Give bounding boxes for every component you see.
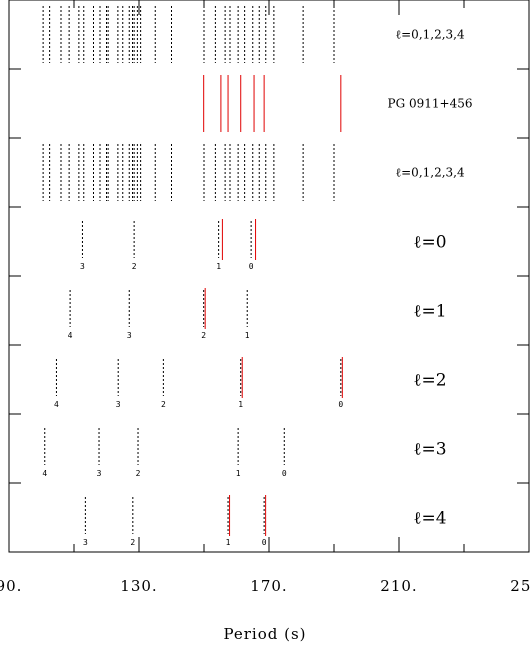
panel-label: ℓ=1 — [413, 302, 446, 322]
mode-number-label: 1 — [236, 469, 241, 478]
mode-number-label: 3 — [83, 538, 88, 547]
x-axis: 90. 130. 170. 210. 250. — [0, 0, 530, 595]
mode-number-label: 4 — [54, 400, 59, 409]
x-tick-label: 170. — [250, 577, 287, 595]
panel-4: 4 3 2 1 ℓ=1 — [68, 288, 447, 340]
mode-number-label: 4 — [42, 469, 47, 478]
mode-number-label: 2 — [161, 400, 166, 409]
mode-number-label: 2 — [201, 331, 206, 340]
panels: ℓ=0,1,2,3,4 PG 0911+456 ℓ=0,1,2,3,4 3 2 1 0 ℓ=0… — [42, 6, 472, 547]
panel-1: PG 0911+456 — [203, 75, 473, 132]
x-tick-label: 250. — [510, 577, 530, 595]
mode-number-label: 2 — [136, 469, 141, 478]
x-axis-label: Period (s) — [223, 625, 306, 643]
mode-number-label: 0 — [262, 538, 267, 547]
panel-0: ℓ=0,1,2,3,4 — [42, 6, 465, 63]
panel-label: ℓ=0 — [413, 233, 446, 253]
mode-number-label: 3 — [97, 469, 102, 478]
panel-3: 3 2 1 0 ℓ=0 — [80, 219, 447, 271]
mode-number-label: 1 — [216, 262, 221, 271]
panel-label: ℓ=2 — [413, 371, 446, 391]
mode-number-label: 2 — [130, 538, 135, 547]
mode-number-label: 4 — [68, 331, 73, 340]
plot-border — [8, 0, 530, 553]
x-tick-label: 210. — [380, 577, 417, 595]
panel-label: PG 0911+456 — [388, 97, 473, 111]
mode-number-label: 2 — [132, 262, 137, 271]
x-tick-label: 90. — [0, 577, 22, 595]
panel-label: ℓ=3 — [413, 440, 446, 460]
mode-number-label: 3 — [116, 400, 121, 409]
mode-number-label: 0 — [249, 262, 254, 271]
mode-number-label: 3 — [127, 331, 132, 340]
mode-number-label: 1 — [226, 538, 231, 547]
panel-label: ℓ=0,1,2,3,4 — [395, 28, 465, 42]
mode-number-label: 3 — [80, 262, 85, 271]
mode-number-label: 1 — [245, 331, 250, 340]
panel-5: 4 3 2 1 0 ℓ=2 — [54, 357, 447, 409]
panel-2: ℓ=0,1,2,3,4 — [42, 144, 465, 201]
panel-7: 3 2 1 0 ℓ=4 — [83, 495, 447, 547]
panel-label: ℓ=0,1,2,3,4 — [395, 166, 465, 180]
panel-6: 4 3 2 1 0 ℓ=3 — [42, 428, 447, 478]
panel-label: ℓ=4 — [413, 509, 446, 529]
mode-number-label: 0 — [282, 469, 287, 478]
plot-frame — [8, 0, 530, 553]
x-tick-label: 130. — [120, 577, 157, 595]
mode-number-label: 0 — [338, 400, 343, 409]
mode-number-label: 1 — [238, 400, 243, 409]
